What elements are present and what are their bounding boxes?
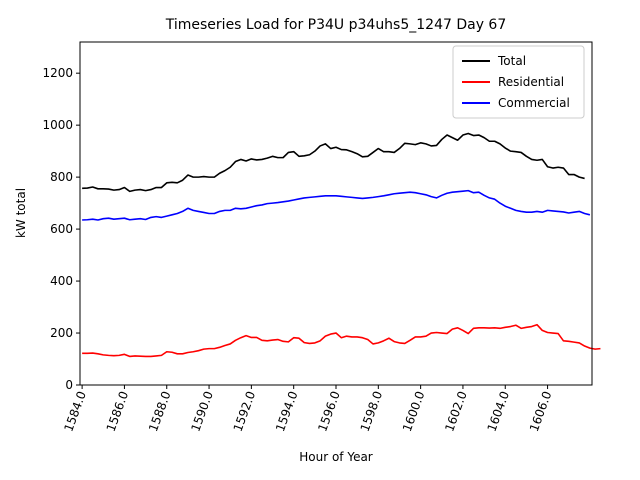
series-line-total [82, 132, 585, 193]
legend-label: Total [497, 54, 526, 68]
y-tick-label: 1000 [42, 118, 73, 132]
y-tick-label: 200 [50, 326, 73, 340]
y-tick-label: 600 [50, 222, 73, 236]
chart-title: Timeseries Load for P34U p34uhs5_1247 Da… [165, 17, 507, 33]
legend: Total Residential Commercial [452, 45, 585, 119]
x-axis-label: Hour of Year [299, 450, 373, 464]
y-tick-label: 400 [50, 274, 73, 288]
y-axis-label: kW total [14, 188, 28, 238]
series-layer [82, 132, 601, 358]
y-tick-label: 1200 [42, 66, 73, 80]
series-line-commercial [82, 189, 591, 221]
legend-label: Residential [498, 75, 564, 89]
series-line-residential [82, 323, 601, 358]
y-tick-label: 800 [50, 170, 73, 184]
legend-box [452, 45, 585, 119]
y-axis: 0 200 400 600 800 1000 1200 [42, 66, 80, 392]
legend-label: Commercial [498, 96, 570, 110]
y-tick-label: 0 [65, 378, 73, 392]
